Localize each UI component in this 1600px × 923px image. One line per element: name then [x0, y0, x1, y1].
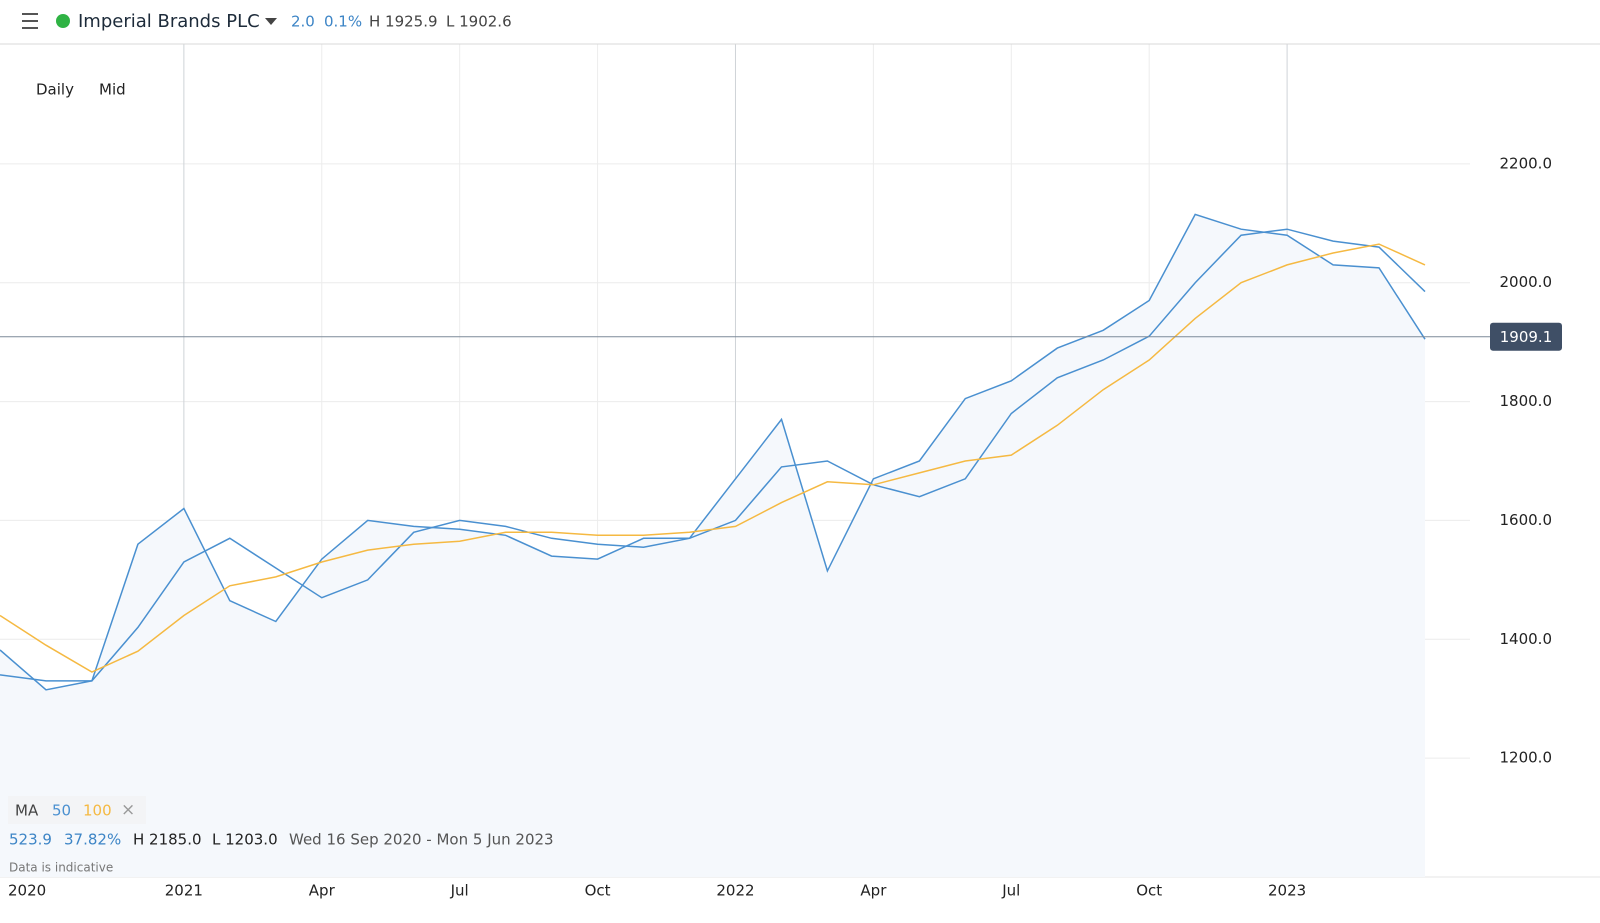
- stat-high: H 2185.0: [133, 831, 202, 849]
- last-price-label: 1909.1: [1500, 328, 1553, 346]
- x-tick-label: 2022: [716, 882, 754, 900]
- legend-close[interactable]: ×: [121, 800, 135, 820]
- legend-entry[interactable]: 100: [83, 802, 112, 820]
- stat-change: 523.9: [9, 831, 52, 849]
- header: [0, 0, 1600, 44]
- x-tick-label: Oct: [1136, 882, 1162, 900]
- high: H 1925.9: [369, 13, 438, 31]
- x-tick-label: Oct: [585, 882, 611, 900]
- low: L 1902.6: [446, 13, 512, 31]
- price-line: [0, 213, 1426, 691]
- x-tick-label: 2021: [165, 882, 203, 900]
- y-tick-label: 2000.0: [1500, 273, 1553, 291]
- y-tick-label: 1400.0: [1500, 630, 1553, 648]
- x-tick-label: 2023: [1268, 882, 1306, 900]
- instrument-title[interactable]: Imperial Brands PLC: [78, 11, 260, 32]
- x-tick-label: Apr: [309, 882, 336, 900]
- stat-low: L 1203.0: [212, 831, 278, 849]
- x-tick-label: Jul: [1001, 882, 1020, 900]
- y-tick-label: 1200.0: [1500, 749, 1553, 767]
- legend-box: [8, 796, 146, 824]
- y-tick-label: 1600.0: [1500, 511, 1553, 529]
- x-tick-label: Apr: [860, 882, 887, 900]
- price-type[interactable]: Mid: [99, 81, 126, 99]
- legend-entry[interactable]: 50: [52, 802, 71, 820]
- x-tick-label: 2020: [8, 882, 46, 900]
- dropdown-arrow[interactable]: [265, 18, 277, 25]
- y-tick-label: 2200.0: [1500, 154, 1553, 172]
- ma-line: [0, 243, 1426, 673]
- stat-change-pct: 37.82%: [64, 831, 121, 849]
- change: 2.0: [291, 13, 315, 31]
- change-pct: 0.1%: [324, 13, 362, 31]
- y-tick-label: 1800.0: [1500, 392, 1553, 410]
- last-price-box: [1490, 322, 1562, 351]
- x-tick-label: Jul: [450, 882, 469, 900]
- menu-icon[interactable]: [22, 13, 38, 29]
- price-area: [0, 214, 1425, 877]
- interval[interactable]: Daily: [36, 81, 74, 99]
- status-dot: [56, 14, 70, 28]
- note: Data is indicative: [9, 861, 113, 875]
- legend-label: MA: [15, 802, 39, 820]
- plot: [0, 44, 1600, 878]
- stat-range: Wed 16 Sep 2020 - Mon 5 Jun 2023: [289, 831, 554, 849]
